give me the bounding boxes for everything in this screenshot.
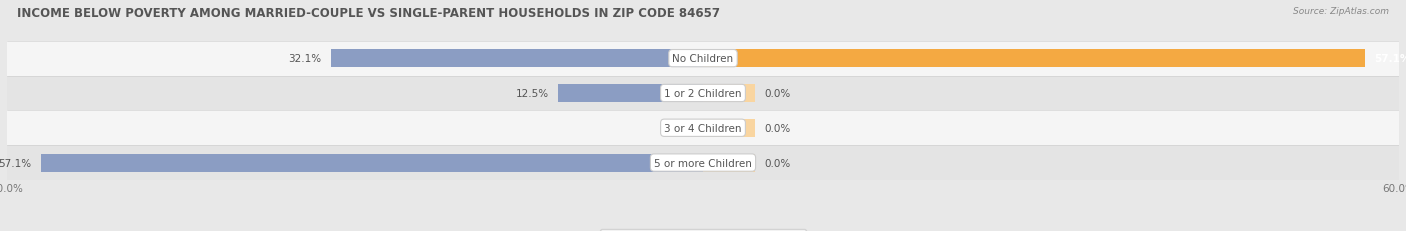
Text: 57.1%: 57.1% xyxy=(0,158,31,168)
Text: Source: ZipAtlas.com: Source: ZipAtlas.com xyxy=(1294,7,1389,16)
Bar xyxy=(41,154,703,172)
Bar xyxy=(330,50,703,68)
Bar xyxy=(7,146,1399,180)
Bar xyxy=(703,50,1365,68)
Legend: Married Couples, Single Parents: Married Couples, Single Parents xyxy=(600,229,806,231)
Bar xyxy=(7,111,1399,146)
Text: 3 or 4 Children: 3 or 4 Children xyxy=(664,123,742,133)
Text: 0.0%: 0.0% xyxy=(765,123,790,133)
Bar xyxy=(7,76,1399,111)
Bar xyxy=(7,42,1399,76)
Text: 5 or more Children: 5 or more Children xyxy=(654,158,752,168)
Text: 1 or 2 Children: 1 or 2 Children xyxy=(664,88,742,99)
Text: INCOME BELOW POVERTY AMONG MARRIED-COUPLE VS SINGLE-PARENT HOUSEHOLDS IN ZIP COD: INCOME BELOW POVERTY AMONG MARRIED-COUPL… xyxy=(17,7,720,20)
Text: No Children: No Children xyxy=(672,54,734,64)
Text: 12.5%: 12.5% xyxy=(516,88,548,99)
Text: 57.1%: 57.1% xyxy=(1375,54,1406,64)
Text: 0.0%: 0.0% xyxy=(765,88,790,99)
Text: 0.0%: 0.0% xyxy=(659,123,686,133)
Text: 32.1%: 32.1% xyxy=(288,54,322,64)
Bar xyxy=(703,85,755,103)
Text: 0.0%: 0.0% xyxy=(765,158,790,168)
Bar xyxy=(703,154,755,172)
Bar xyxy=(558,85,703,103)
Bar xyxy=(703,119,755,137)
